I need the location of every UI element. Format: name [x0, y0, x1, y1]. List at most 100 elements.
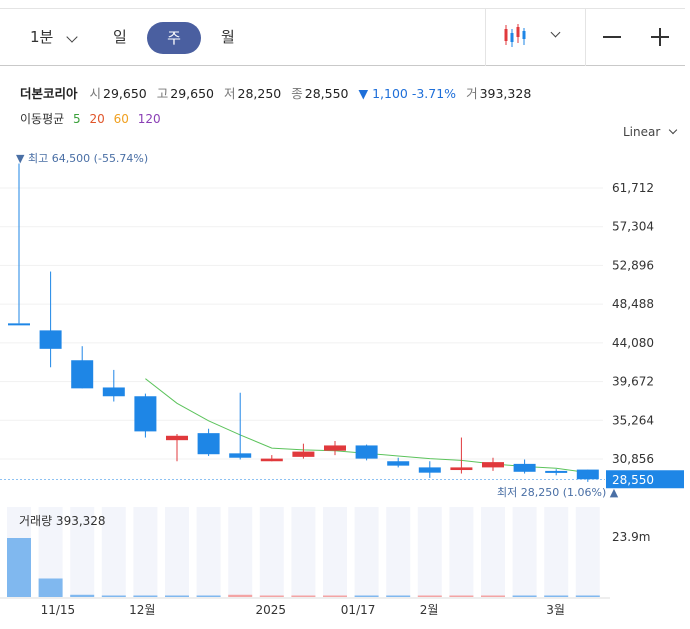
- volume-bar: [101, 595, 126, 597]
- ma-20: 20: [89, 112, 105, 126]
- ma-120: 120: [137, 112, 161, 126]
- candlestick-type-icon[interactable]: [502, 21, 532, 51]
- candle-body[interactable]: [576, 469, 599, 480]
- volume-bg-column: [575, 507, 600, 597]
- candle-body[interactable]: [8, 323, 30, 326]
- scale-selector[interactable]: Linear: [623, 125, 678, 139]
- volume-label: 거: [466, 86, 478, 101]
- candle-body[interactable]: [324, 445, 346, 451]
- max-price-annotation: ▼ 최고 64,500 (-55.74%): [16, 152, 148, 165]
- tab-weekly[interactable]: 주: [147, 22, 201, 54]
- volume-bg-column: [323, 507, 347, 597]
- volume-bar: [7, 538, 31, 597]
- volume-bar: [512, 595, 537, 597]
- candle-body[interactable]: [292, 451, 315, 457]
- candle-body[interactable]: [260, 458, 283, 462]
- tab-daily[interactable]: 일: [113, 28, 127, 46]
- candle-body[interactable]: [482, 462, 504, 468]
- x-tick-label: 11/15: [41, 603, 76, 617]
- x-tick-label: 2월: [420, 603, 439, 617]
- volume-axis-label: 23.9m: [612, 530, 650, 544]
- volume-bg-column: [101, 507, 126, 597]
- volume-bar: [259, 595, 284, 597]
- low-value: 28,250: [237, 86, 282, 101]
- candle-body[interactable]: [355, 445, 378, 459]
- volume-bg-column: [291, 507, 316, 597]
- volume-bg-column: [70, 507, 95, 597]
- candle-body[interactable]: [197, 433, 220, 455]
- candle-body[interactable]: [545, 470, 568, 473]
- volume-bar: [323, 595, 347, 597]
- volume-bar: [544, 595, 569, 597]
- candle-body[interactable]: [387, 461, 410, 466]
- volume-bg-column: [228, 507, 253, 597]
- tab-monthly[interactable]: 월: [221, 28, 235, 46]
- volume-bar: [449, 595, 474, 597]
- volume-bg-column: [449, 507, 474, 597]
- volume-bar: [133, 595, 158, 597]
- candle-body[interactable]: [166, 435, 188, 441]
- y-tick-label: 39,672: [612, 375, 654, 389]
- moving-average-legend[interactable]: 이동평균 5 20 60 120: [20, 110, 166, 127]
- candle-body[interactable]: [71, 360, 94, 389]
- volume-bg-column: [259, 507, 284, 597]
- candle-body[interactable]: [229, 453, 252, 458]
- chart-toolbar: 1분 일 주 월: [0, 8, 685, 66]
- y-tick-label: 57,304: [612, 220, 654, 234]
- volume-bg-column: [133, 507, 158, 597]
- current-price-tag: [606, 470, 684, 489]
- x-tick-label: 2025: [255, 603, 286, 617]
- scale-label: Linear: [623, 125, 661, 139]
- candle-body[interactable]: [418, 467, 441, 473]
- quote-summary: 더본코리아 시 29,650 고 29,650 저 28,250 종 28,550 ▼ …: [20, 83, 537, 102]
- volume-value: 393,328: [479, 86, 532, 101]
- volume-bg-column: [481, 507, 505, 597]
- candle-body[interactable]: [134, 396, 157, 432]
- volume-bar: [354, 595, 379, 597]
- period-1min-selector[interactable]: 1분: [30, 26, 53, 47]
- high-value: 29,650: [170, 86, 215, 101]
- volume-bg-column: [512, 507, 537, 597]
- x-tick-label: 12월: [129, 603, 155, 617]
- close-label: 종: [291, 86, 303, 101]
- volume-bar: [291, 595, 316, 597]
- candle-body[interactable]: [450, 467, 473, 471]
- volume-bg-column: [386, 507, 411, 597]
- current-price-label: 28,550: [612, 473, 654, 487]
- toolbar-divider: [485, 9, 486, 66]
- high-label: 고: [156, 86, 169, 101]
- candle-body[interactable]: [102, 387, 125, 397]
- volume-bar: [196, 595, 221, 597]
- volume-title: 거래량 393,328: [19, 514, 106, 528]
- ma-60: 60: [113, 112, 129, 126]
- open-label: 시: [89, 86, 102, 101]
- y-tick-label: 44,080: [612, 336, 654, 350]
- volume-bg-column: [196, 507, 221, 597]
- candle-body[interactable]: [513, 463, 536, 472]
- y-tick-label: 48,488: [612, 297, 654, 311]
- volume-bg-column: [165, 507, 189, 597]
- y-tick-label: 61,712: [612, 181, 654, 195]
- close-value: 28,550: [304, 86, 349, 101]
- volume-bar: [481, 595, 505, 597]
- ma-title: 이동평균: [20, 112, 65, 126]
- toolbar-divider: [585, 9, 586, 66]
- volume-bg-column: [354, 507, 379, 597]
- zoom-out-icon[interactable]: [603, 36, 621, 38]
- x-tick-label: 3월: [546, 603, 565, 617]
- x-tick-label: 01/17: [341, 603, 376, 617]
- candle-body[interactable]: [39, 330, 62, 349]
- open-value: 29,650: [103, 86, 147, 101]
- volume-bar: [165, 595, 189, 597]
- min-price-annotation: 최저 28,250 (1.06%) ▲: [497, 486, 619, 499]
- volume-bar: [38, 578, 63, 597]
- volume-bar: [386, 595, 411, 597]
- volume-bar: [70, 594, 95, 597]
- volume-bar: [228, 594, 253, 597]
- change-value: ▼ 1,100 -3.71%: [358, 86, 457, 101]
- ma-5: 5: [73, 112, 81, 126]
- volume-bg-column: [417, 507, 442, 597]
- volume-bar: [417, 595, 442, 597]
- low-label: 저: [224, 86, 236, 101]
